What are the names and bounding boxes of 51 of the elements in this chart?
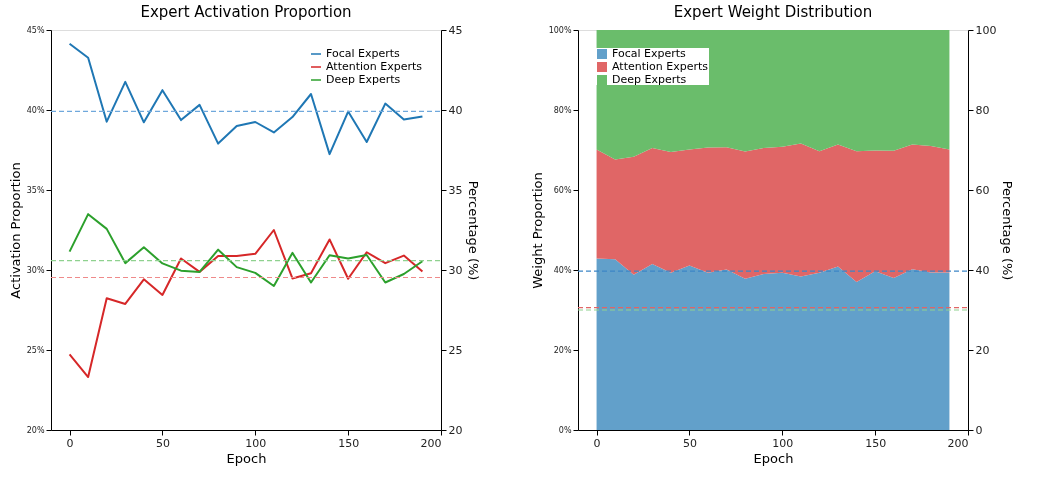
x-tick-label: 0 <box>66 436 74 450</box>
legend-label: Attention Experts <box>612 60 709 73</box>
legend-label: Attention Experts <box>326 60 423 73</box>
y2-tick-label: 0 <box>975 423 983 437</box>
y-axis-title: Weight Proportion <box>529 172 545 289</box>
y-tick-label: 40% <box>26 105 45 115</box>
chart-title: Expert Activation Proportion <box>140 3 352 21</box>
line-series <box>68 229 424 379</box>
x-tick-label: 150 <box>865 436 887 450</box>
y2-axis-title: Percentage (%) <box>1000 180 1016 281</box>
y-tick-label: 25% <box>26 345 45 355</box>
x-axis-title: Epoch <box>753 450 794 466</box>
y2-tick-label: 20 <box>448 423 463 437</box>
y-tick-label: 45% <box>26 25 45 35</box>
y2-tick-label: 40 <box>975 263 990 277</box>
chart-title: Expert Weight Distribution <box>673 3 873 21</box>
y-tick-label: 80% <box>553 105 572 115</box>
y2-tick-label: 35 <box>448 183 463 197</box>
y-tick-label: 100% <box>548 25 572 35</box>
y2-tick-label: 80 <box>975 103 990 117</box>
y-tick-label: 40% <box>553 265 572 275</box>
legend-label: Focal Experts <box>612 47 687 60</box>
x-tick-label: 100 <box>245 436 267 450</box>
y-tick-label: 30% <box>26 265 45 275</box>
x-tick-label: 200 <box>947 436 969 450</box>
legend-label: Focal Experts <box>326 47 401 60</box>
x-axis-title: Epoch <box>226 450 267 466</box>
y2-tick-label: 20 <box>975 343 990 357</box>
y2-tick-label: 45 <box>448 23 463 37</box>
y2-tick-label: 30 <box>448 263 463 277</box>
x-tick-label: 200 <box>420 436 442 450</box>
line-series <box>68 42 424 156</box>
y-tick-label: 20% <box>26 425 45 435</box>
y-tick-label: 0% <box>558 425 572 435</box>
y2-tick-label: 100 <box>975 23 997 37</box>
y2-tick-label: 40 <box>448 103 463 117</box>
legend-label: Deep Experts <box>326 73 401 86</box>
y2-tick-label: 60 <box>975 183 990 197</box>
x-tick-label: 0 <box>593 436 601 450</box>
x-tick-label: 150 <box>338 436 360 450</box>
line-series <box>68 213 424 287</box>
x-tick-label: 100 <box>772 436 794 450</box>
y-tick-label: 35% <box>26 185 45 195</box>
x-tick-label: 50 <box>682 436 697 450</box>
y2-tick-label: 25 <box>448 343 463 357</box>
y-axis-title: Activation Proportion <box>7 162 23 299</box>
y-tick-label: 60% <box>553 185 572 195</box>
legend-label: Deep Experts <box>612 73 687 86</box>
y-tick-label: 20% <box>553 345 572 355</box>
x-tick-label: 50 <box>155 436 170 450</box>
y2-axis-title: Percentage (%) <box>466 180 482 281</box>
